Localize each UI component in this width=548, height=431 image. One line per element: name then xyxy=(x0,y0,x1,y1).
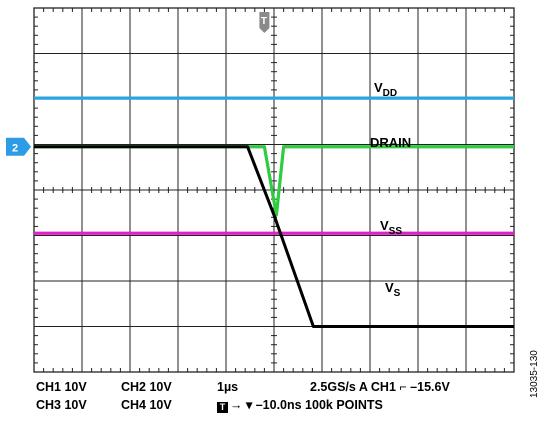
channel-marker xyxy=(6,137,31,156)
figure-id: 13035-130 xyxy=(529,350,540,398)
channel-marker-label: 2 xyxy=(12,142,18,154)
label-vs: VS xyxy=(385,280,401,299)
trigger-marker-label: T xyxy=(261,16,267,27)
trigger-marker xyxy=(259,12,270,33)
ch3-setting: CH3 10V xyxy=(36,398,87,412)
markers: 2T xyxy=(6,12,270,156)
traces xyxy=(34,96,514,328)
trace-vs xyxy=(34,145,514,328)
label-drain: DRAIN xyxy=(370,135,411,150)
trigger-position-text: → ▾ –10.0ns 100k POINTS xyxy=(230,398,383,412)
trace-labels: VDD DRAIN VSS VS xyxy=(370,80,411,299)
trigger-box-icon: T xyxy=(217,402,228,413)
ch1-setting: CH1 10V xyxy=(36,380,87,394)
ch4-setting: CH4 10V xyxy=(121,398,172,412)
label-vdd: VDD xyxy=(374,80,397,99)
trigger-setting: 2.5GS/s A CH1 ⌐ –15.6V xyxy=(310,380,450,394)
trigger-position: T → ▾ –10.0ns 100k POINTS xyxy=(217,398,383,413)
label-vss: VSS xyxy=(380,218,402,237)
timebase-setting: 1µs xyxy=(217,380,239,394)
ch2-setting: CH2 10V xyxy=(121,380,172,394)
grid xyxy=(33,7,515,373)
